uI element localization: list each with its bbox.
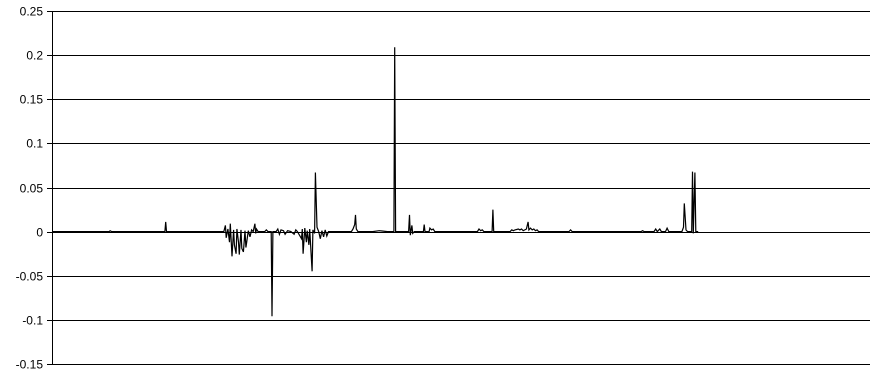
series-group	[52, 47, 699, 317]
y-tick-label: 0.15	[20, 93, 44, 107]
axes	[47, 11, 53, 365]
y-tick-label: 0.2	[26, 49, 43, 63]
y-tick-label: -0.1	[22, 314, 43, 328]
y-tick-label: 0.05	[20, 182, 44, 196]
y-tick-label: 0.25	[20, 5, 44, 19]
y-tick-label: 0.1	[26, 137, 43, 151]
gridlines	[52, 11, 870, 365]
y-tick-label: 0	[36, 226, 43, 240]
y-axis-tick-labels: 0.25 0.2 0.15 0.1 0.05 0 -0.05 -0.1 -0.15	[16, 5, 44, 372]
y-tick-label: -0.05	[16, 270, 44, 284]
y-tick-label: -0.15	[16, 358, 44, 372]
series-line	[52, 47, 699, 317]
